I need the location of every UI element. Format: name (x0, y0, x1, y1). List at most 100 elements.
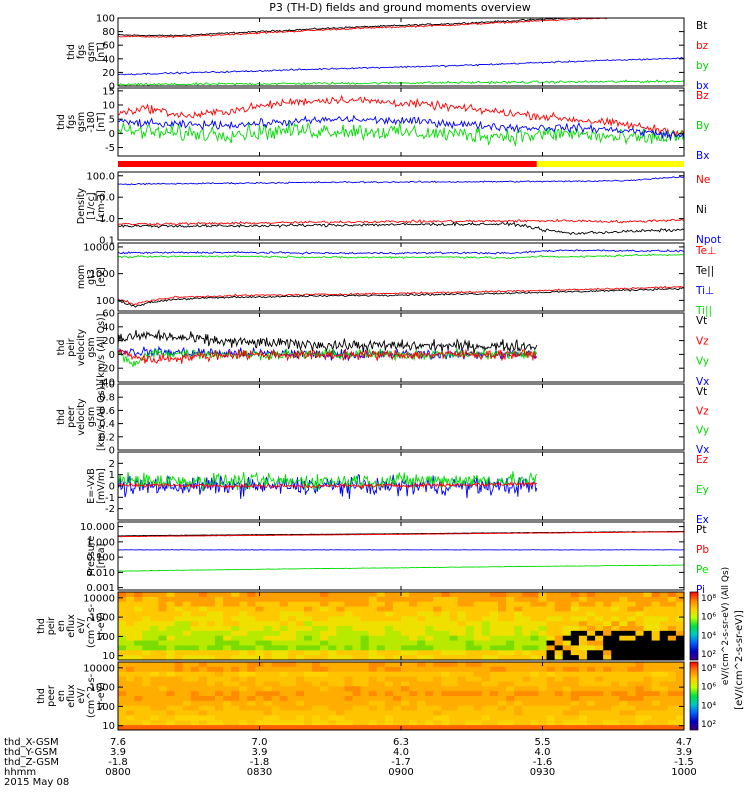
spectrogram-cell (150, 705, 160, 712)
mode-bar-segment (118, 161, 537, 167)
spectrogram-cell (401, 655, 410, 660)
spectrogram-cell (384, 621, 394, 627)
spectrogram-cell (498, 686, 507, 692)
spectrogram-cell (118, 671, 127, 678)
spectrogram-cell (473, 720, 483, 726)
spectrogram-cell (320, 710, 329, 717)
spectrogram-cell (279, 601, 289, 608)
spectrogram-cell (215, 611, 224, 617)
spectrogram-cell (441, 645, 451, 651)
legend-Vx: Vx (696, 444, 709, 456)
spectrogram-cell (182, 696, 192, 702)
spectrogram-cell (498, 671, 507, 678)
spectrogram-cell (360, 645, 370, 651)
spectrogram-cell (287, 671, 297, 678)
spectrogram-cell (134, 601, 143, 608)
spectrogram-cell (611, 640, 620, 647)
spectrogram-cell (554, 650, 564, 656)
spectrogram-cell (247, 601, 257, 608)
spectrogram-cell (481, 696, 491, 702)
spectrogram-cell (409, 715, 418, 721)
spectrogram-cell (481, 720, 491, 726)
spectrogram-cell (481, 606, 491, 613)
spectrogram-cell (182, 650, 192, 656)
y-axis-label: sr-eV) (96, 612, 107, 640)
spectrogram-cell (336, 621, 345, 627)
spectrogram-cell (457, 662, 467, 668)
spectrogram-cell (206, 621, 216, 627)
spectrogram-cell (384, 691, 394, 697)
spectrogram-cell (134, 616, 143, 622)
spectrogram-cell (473, 645, 483, 651)
spectrogram-cell (441, 705, 451, 712)
spectrogram-cell (603, 715, 612, 721)
spectrogram-cell (263, 715, 273, 721)
spectrogram-cell (158, 592, 168, 598)
spectrogram-cell (675, 671, 684, 678)
spectrogram-cell (295, 671, 305, 678)
spectrogram-cell (546, 676, 556, 683)
spectrogram-cell (271, 715, 281, 721)
y-axis-label: thd (36, 618, 47, 634)
y-axis-label: (cm^2-s- (86, 674, 97, 718)
spectrogram-cell (158, 705, 168, 712)
spectrogram-cell (239, 630, 248, 637)
spectrogram-cell (449, 715, 459, 721)
spectrogram-cell (595, 645, 604, 651)
spectrogram-cell (570, 616, 580, 622)
spectrogram-cell (158, 601, 168, 608)
spectrogram-cell (215, 596, 224, 603)
spectrogram-cell (142, 645, 151, 651)
spectrogram-cell (481, 630, 491, 637)
spectrogram-cell (619, 626, 628, 632)
spectrogram-cell (182, 686, 192, 692)
spectrogram-cell (465, 715, 475, 721)
spectrogram-cell (247, 705, 257, 712)
spectrogram-cell (271, 650, 281, 656)
spectrogram-cell (595, 725, 604, 730)
spectrogram-cell (247, 666, 257, 673)
y-tick-label: -20 (99, 364, 115, 375)
spectrogram-cell (174, 645, 184, 651)
spectrogram-cell (368, 662, 378, 668)
spectrogram-cell (360, 700, 370, 707)
spectrogram-cell (498, 626, 507, 632)
spectrogram-cell (174, 715, 184, 721)
spectrogram-cell (489, 626, 499, 632)
spectrogram-cell (150, 626, 160, 632)
spectrogram-cell (586, 616, 596, 622)
spectrogram-cell (263, 700, 273, 707)
spectrogram-cell (392, 640, 402, 647)
spectrogram-cell (619, 611, 628, 617)
spectrogram-cell (659, 596, 669, 603)
y-tick-label: -5 (105, 143, 115, 154)
series-line-Vz (118, 348, 538, 364)
spectrogram-cell (481, 592, 491, 598)
spectrogram-cell (352, 611, 362, 617)
spectrogram-cell (611, 626, 620, 632)
spectrogram (118, 592, 684, 660)
spectrogram-cell (530, 596, 540, 603)
spectrogram-cell (498, 691, 507, 697)
spectrogram-cell (465, 616, 475, 622)
spectrogram-cell (522, 666, 531, 673)
spectrogram-cell (206, 705, 216, 712)
x-row-label: thd_X-GSM (4, 737, 59, 748)
spectrogram-cell (215, 635, 224, 642)
spectrogram-cell (206, 681, 216, 687)
spectrogram-cell (627, 611, 637, 617)
spectrogram-cell (384, 666, 394, 673)
spectrogram-cell (336, 681, 345, 687)
spectrogram-cell (643, 681, 653, 687)
spectrogram-cell (126, 626, 135, 632)
spectrogram-cell (530, 710, 540, 717)
spectrogram-cell (506, 686, 515, 692)
spectrogram-cell (603, 710, 612, 717)
spectrogram-cell (392, 635, 402, 642)
spectrogram-cell (425, 681, 434, 687)
spectrogram-cell (166, 710, 176, 717)
spectrogram-cell (627, 596, 637, 603)
spectrogram-cell (215, 621, 224, 627)
x-row-value: 4.7 (676, 737, 692, 748)
spectrogram-cell (336, 705, 345, 712)
